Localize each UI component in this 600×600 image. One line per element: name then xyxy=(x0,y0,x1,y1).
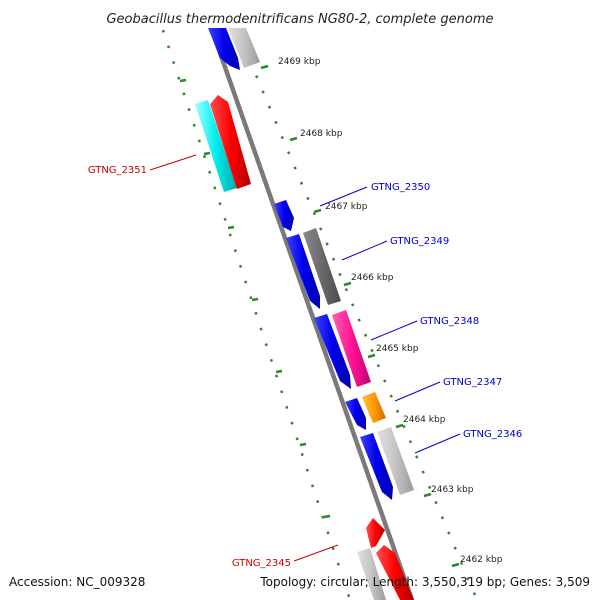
gene-arrow-red[interactable] xyxy=(366,518,385,548)
gene-arrow-red[interactable] xyxy=(376,545,414,600)
genome-backbone xyxy=(209,29,415,600)
genome-stats-text: Topology: circular; Length: 3,550,319 bp… xyxy=(259,575,590,589)
tick-label: 2468 kbp xyxy=(300,129,343,139)
gene-block-grey[interactable] xyxy=(357,548,386,600)
left-tick-marks xyxy=(179,78,331,519)
tick-mark xyxy=(451,562,460,568)
gene-block-orange[interactable] xyxy=(362,392,386,423)
tick-label: 2469 kbp xyxy=(278,57,321,67)
gene-arrow-blue[interactable] xyxy=(286,234,320,309)
gene-label: GTNG_2347 xyxy=(443,377,502,388)
gene-arrow-red[interactable] xyxy=(210,95,251,189)
gene-label: GTNG_2350 xyxy=(371,182,430,193)
leader-line xyxy=(293,544,339,562)
tick-marks xyxy=(260,64,460,568)
gene-arrow-blue[interactable] xyxy=(360,433,393,500)
gene-arrow-blue[interactable] xyxy=(345,398,366,430)
map-title: Geobacillus thermodenitrificans NG80-2, … xyxy=(106,12,493,27)
tick-label: 2463 kbp xyxy=(431,485,474,495)
gene-features xyxy=(195,28,414,600)
gene-label: GTNG_2349 xyxy=(390,236,449,247)
tick-label: 2464 kbp xyxy=(403,415,446,425)
gene-label: GTNG_2346 xyxy=(463,429,522,440)
gene-block-cyan[interactable] xyxy=(195,100,237,192)
tick-labels: 2469 kbp 2468 kbp 2467 kbp 2466 kbp 2465… xyxy=(278,57,503,565)
tick-label: 2465 kbp xyxy=(376,344,419,354)
gene-label: GTNG_2348 xyxy=(420,316,479,327)
gene-labels: GTNG_2351 GTNG_2350 GTNG_2349 GTNG_2348 … xyxy=(88,165,522,569)
leader-line xyxy=(319,186,368,207)
gene-arrow[interactable] xyxy=(208,28,240,70)
gene-leaders xyxy=(149,154,461,562)
tick-label: 2466 kbp xyxy=(351,273,394,283)
gene-label: GTNG_2351 xyxy=(88,165,147,176)
gene-block-grey[interactable] xyxy=(377,427,414,495)
tick-label: 2467 kbp xyxy=(325,202,368,212)
leader-line xyxy=(414,433,461,454)
gene-arrow-blue[interactable] xyxy=(314,314,351,389)
gene-block[interactable] xyxy=(228,28,260,68)
leader-line xyxy=(394,381,441,402)
leader-line xyxy=(149,154,197,171)
gene-arrow-blue[interactable] xyxy=(274,200,294,231)
tick-mark xyxy=(343,281,352,287)
tick-mark xyxy=(423,492,432,498)
ruler-left xyxy=(161,29,352,600)
tick-mark xyxy=(260,64,269,70)
leader-line xyxy=(341,240,388,261)
tick-mark xyxy=(313,208,322,214)
gene-block-pink[interactable] xyxy=(332,310,371,387)
tick-mark xyxy=(395,423,404,429)
leader-line xyxy=(370,320,418,341)
gene-label: GTNG_2345 xyxy=(232,558,291,569)
gene-block-dark[interactable] xyxy=(303,228,341,305)
tick-mark xyxy=(367,353,376,359)
tick-mark xyxy=(289,136,298,142)
ruler-right xyxy=(235,29,479,600)
accession-text: Accession: NC_009328 xyxy=(9,575,145,589)
tick-label: 2462 kbp xyxy=(460,555,503,565)
